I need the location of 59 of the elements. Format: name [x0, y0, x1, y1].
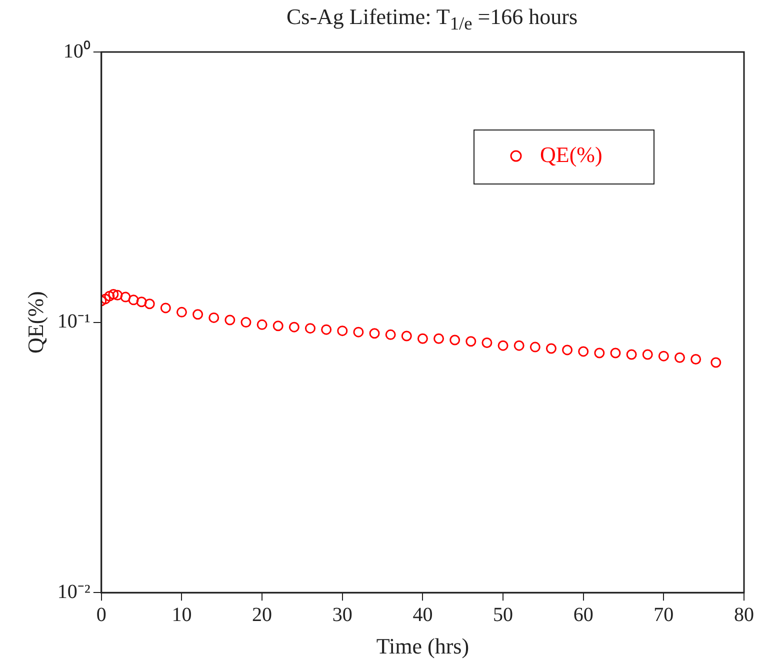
point [642, 349, 653, 360]
y-tick-label: 10⁻¹ [57, 310, 90, 333]
point [144, 298, 155, 310]
point [240, 317, 252, 328]
x-tick-label: 20 [252, 604, 272, 626]
point [626, 349, 637, 360]
point [369, 328, 380, 339]
point [466, 336, 476, 347]
point [417, 333, 428, 344]
x-tick-label: 0 [96, 604, 106, 626]
point [256, 319, 268, 330]
point [176, 306, 187, 318]
point [514, 340, 524, 351]
point [594, 348, 605, 358]
point [546, 343, 556, 354]
point [578, 346, 589, 357]
y-axis-title: QE(%) [22, 291, 48, 354]
point [530, 342, 540, 352]
point [104, 290, 115, 302]
point [337, 326, 348, 336]
point [690, 354, 702, 364]
point [385, 329, 396, 340]
point [128, 294, 139, 306]
chart-title: Cs-Ag Lifetime: T$_{1/e}$ =166 hours [285, 4, 579, 34]
point [498, 340, 508, 351]
point [321, 324, 332, 335]
point [304, 323, 316, 334]
x-tick-label: 10 [172, 604, 192, 626]
point [136, 296, 147, 308]
y-tick-label: 10⁰ [63, 39, 90, 62]
point [674, 352, 685, 363]
point [224, 314, 236, 326]
legend-label: QE(%) [540, 142, 602, 167]
point [658, 350, 669, 362]
point [112, 290, 123, 300]
point [101, 294, 111, 304]
point [120, 292, 131, 302]
point [160, 302, 171, 314]
point [434, 333, 444, 344]
x-tick-label: 80 [734, 604, 754, 626]
point [450, 334, 460, 346]
point [562, 344, 573, 356]
point [208, 312, 220, 323]
point [353, 326, 364, 338]
point [482, 338, 492, 348]
point [192, 309, 204, 320]
point [710, 357, 722, 368]
x-tick-label: 40 [412, 604, 433, 626]
point [401, 330, 412, 342]
point [288, 322, 300, 332]
x-tick-label: 70 [654, 604, 674, 626]
x-axis-title: Time (hrs) [376, 634, 470, 659]
point [610, 348, 621, 358]
point [108, 288, 119, 300]
point [272, 320, 284, 332]
x-tick-label: 60 [573, 604, 594, 626]
y-tick-label: 10⁻² [57, 580, 90, 603]
x-tick-label: 30 [332, 604, 352, 626]
x-tick-label: 50 [493, 604, 514, 626]
